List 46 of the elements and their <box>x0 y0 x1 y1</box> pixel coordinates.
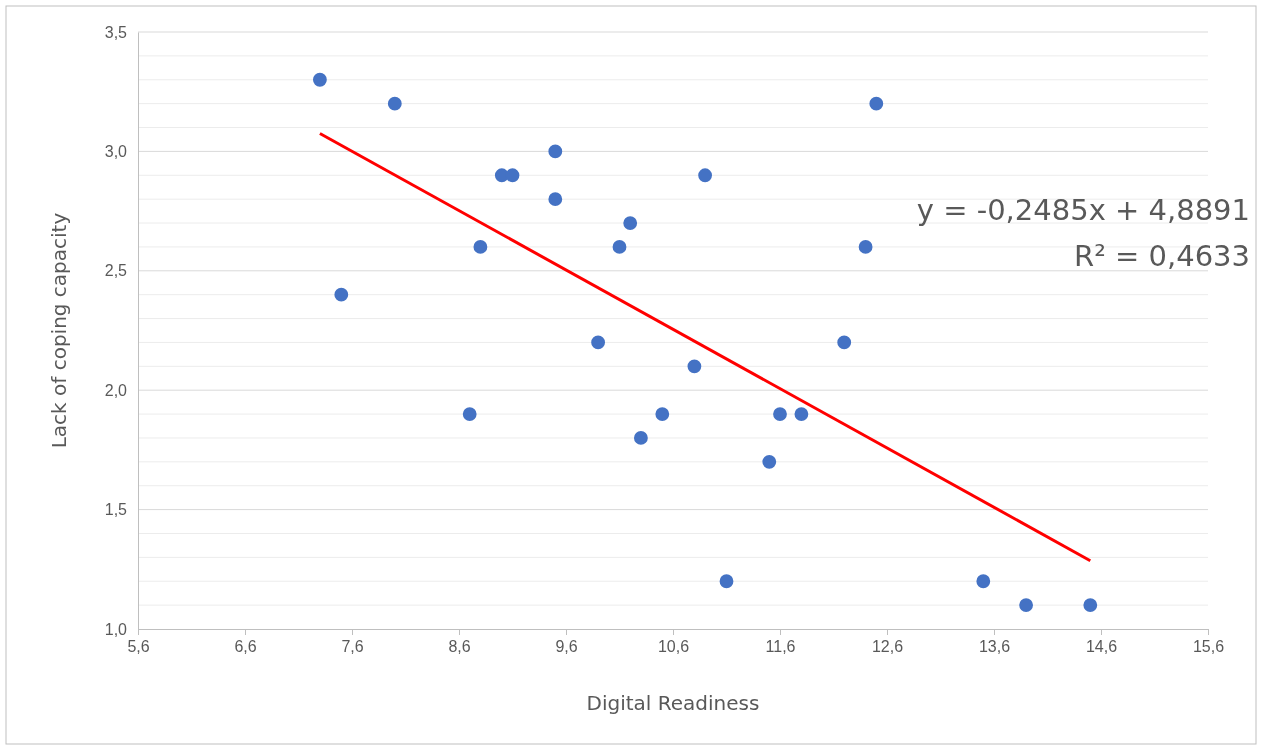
x-tick-label: 15,6 <box>1192 638 1225 656</box>
y-tick-label: 2,5 <box>104 262 128 280</box>
point <box>1019 598 1034 613</box>
point <box>387 96 402 111</box>
point <box>312 72 327 87</box>
x-tick-label: 10,6 <box>657 638 690 656</box>
point <box>869 96 884 111</box>
annotation: R² = 0,4633 <box>1074 239 1250 273</box>
y-tick-label: 3,0 <box>104 143 128 161</box>
point <box>976 574 991 589</box>
point <box>655 407 670 421</box>
point <box>612 240 627 254</box>
y-tick-label: 3,5 <box>104 23 128 41</box>
x-tick-label: 5,6 <box>127 638 150 656</box>
point <box>794 407 809 421</box>
point <box>687 359 702 374</box>
x-tick-label: 14,6 <box>1085 638 1118 656</box>
point <box>505 168 520 183</box>
point <box>762 454 777 469</box>
point <box>334 287 349 302</box>
x-axis-title: Digital Readiness <box>586 691 760 715</box>
point <box>548 192 563 207</box>
x-tick-label: 7,6 <box>341 638 364 656</box>
point <box>719 574 734 589</box>
point <box>591 335 606 350</box>
x-tick-label: 13,6 <box>978 638 1011 656</box>
y-tick-label: 2,0 <box>104 381 128 399</box>
x-tick-label: 6,6 <box>234 638 257 656</box>
y-tick-label: 1,5 <box>104 501 128 519</box>
point <box>698 168 713 183</box>
x-tick-label: 9,6 <box>555 638 578 656</box>
x-tick-label: 11,6 <box>765 638 796 656</box>
x-tick-label: 12,6 <box>871 638 904 656</box>
point <box>773 407 787 421</box>
y-tick-label: 1,0 <box>104 620 128 638</box>
point <box>858 240 873 254</box>
point <box>1083 598 1098 613</box>
point <box>837 335 852 350</box>
point <box>462 407 477 421</box>
y-axis-title: Lack of coping capacity <box>47 212 71 449</box>
point <box>473 240 488 254</box>
point <box>633 431 648 445</box>
x-tick-label: 8,6 <box>448 638 471 656</box>
annotation: y = -0,2485x + 4,8891 <box>916 193 1250 227</box>
point <box>548 144 563 159</box>
point <box>623 216 638 230</box>
